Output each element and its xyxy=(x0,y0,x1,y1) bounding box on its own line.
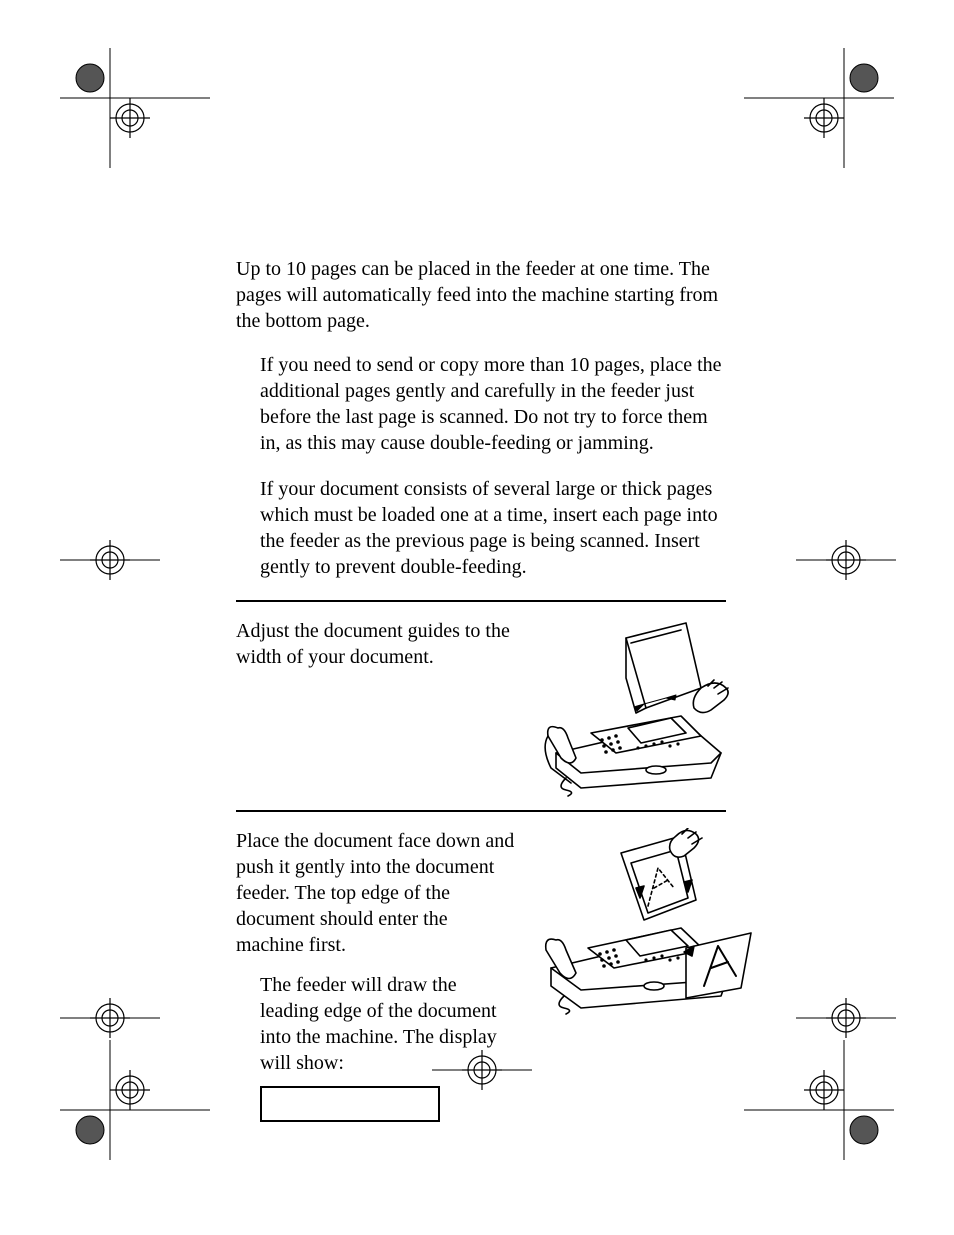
step-2-text-1: Place the document face down and push it… xyxy=(236,828,516,958)
crop-mark-top-right xyxy=(744,48,894,175)
intro-paragraph: Up to 10 pages can be placed in the feed… xyxy=(236,256,726,334)
crop-mark-mid-left xyxy=(60,530,160,597)
step-1-text: Adjust the document guides to the width … xyxy=(236,618,516,670)
display-readout-box xyxy=(260,1086,440,1122)
crop-mark-mid-right xyxy=(796,530,896,597)
step-2: Place the document face down and push it… xyxy=(236,828,726,1122)
divider xyxy=(236,810,726,812)
crop-mark-bottom-left xyxy=(60,1040,210,1167)
step-1: Adjust the document guides to the width … xyxy=(236,618,726,798)
fax-illustration-2 xyxy=(536,828,756,1028)
bullet-item: If your document consists of several lar… xyxy=(260,476,726,580)
divider xyxy=(236,600,726,602)
bullet-list: If you need to send or copy more than 10… xyxy=(260,352,726,580)
step-2-text-2: The feeder will draw the leading edge of… xyxy=(260,972,516,1076)
page-content: Up to 10 pages can be placed in the feed… xyxy=(236,256,726,1134)
bullet-item: If you need to send or copy more than 10… xyxy=(260,352,726,456)
fax-illustration-1 xyxy=(536,618,736,798)
crop-mark-bottom-right xyxy=(744,1040,894,1167)
crop-mark-top-left xyxy=(60,48,210,175)
